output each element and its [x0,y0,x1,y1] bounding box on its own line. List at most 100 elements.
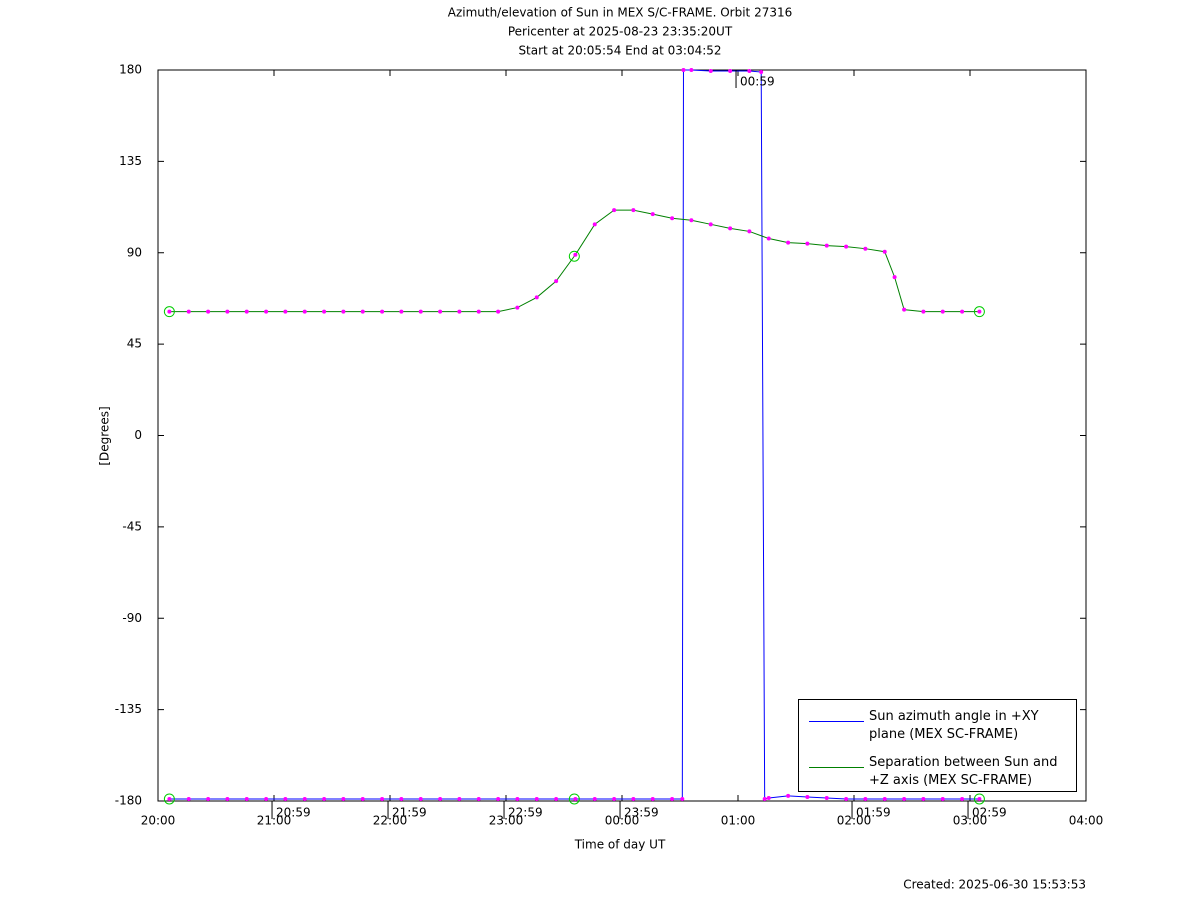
data-point [747,229,752,234]
data-point [681,68,686,72]
data-point [612,796,617,801]
x-tick-label: 00:00 [605,814,640,828]
y-tick-label: 0 [134,428,142,442]
data-point [206,796,211,801]
data-point [902,307,907,312]
data-point [863,246,868,251]
data-point [244,309,249,314]
data-point [921,796,926,801]
x-tick-label: 21:00 [257,814,292,828]
data-point [650,796,655,801]
data-point [534,295,539,300]
data-point [977,309,982,314]
x-tick-label: 02:00 [837,814,872,828]
data-point [805,241,810,246]
data-point [960,309,965,314]
data-point [264,796,269,801]
data-point [680,796,685,801]
data-point [689,68,694,72]
series-line [169,209,980,313]
data-point [960,796,965,801]
data-point [708,222,713,227]
data-point [225,309,230,314]
data-point [283,796,288,801]
data-point [612,208,617,213]
data-point [341,796,346,801]
hour-mark-label: 23:59 [624,806,659,820]
data-point [515,796,520,801]
chart-subtitle: Pericenter at 2025-08-23 23:35:20UT [508,25,733,39]
y-axis-label: [Degrees] [98,406,112,465]
data-point [418,796,423,801]
data-point [892,275,897,280]
data-point [341,309,346,314]
x-axis-label: Time of day UT [574,838,666,852]
hour-mark-label: 01:59 [856,806,891,820]
data-point [457,796,462,801]
data-point [186,309,191,314]
series-line [169,69,980,800]
data-point [728,226,733,231]
data-point [824,243,829,248]
data-point [940,309,945,314]
data-point [534,796,539,801]
data-point [592,222,597,227]
data-point [399,309,404,314]
data-point [418,309,423,314]
chart-title: Azimuth/elevation of Sun in MEX S/C-FRAM… [448,6,793,20]
data-point [244,796,249,801]
data-point [592,796,597,801]
data-point [438,309,443,314]
x-tick-label: 23:00 [489,814,524,828]
data-point [360,309,365,314]
event-marker [568,793,580,805]
data-point [786,240,791,245]
data-point [670,216,675,221]
data-point [515,305,520,310]
data-point [496,796,501,801]
data-point [573,252,578,257]
data-point [689,218,694,223]
data-point [977,796,982,801]
data-point [824,795,829,800]
y-tick-label: -45 [122,519,142,533]
data-point [225,796,230,801]
data-point [438,796,443,801]
data-point [554,796,559,801]
data-point [759,70,764,75]
y-tick-label: 45 [127,337,142,351]
x-tick-label: 03:00 [953,814,988,828]
y-tick-label: 135 [119,154,142,168]
y-tick-label: 180 [119,63,142,77]
data-point [496,309,501,314]
data-point [728,69,733,74]
y-tick-label: -135 [115,702,142,716]
legend-label: Separation between Sun and +Z axis (MEX … [869,755,1058,788]
data-point [805,794,810,799]
data-point [380,796,385,801]
y-tick-label: -180 [115,794,142,808]
data-point [882,249,887,254]
data-point [322,796,327,801]
data-point [167,309,172,314]
hour-mark-label: 21:59 [392,806,427,820]
data-point [882,796,887,801]
data-point [186,796,191,801]
data-point [766,236,771,241]
x-tick-label: 22:00 [373,814,408,828]
data-point [322,309,327,314]
data-point [631,208,636,213]
legend-label: Sun azimuth angle in +XY plane (MEX SC-F… [869,709,1039,742]
data-point [670,796,675,801]
data-point [360,796,365,801]
data-point [762,796,767,801]
hour-mark-label: 02:59 [972,806,1007,820]
event-marker [568,250,580,262]
data-point [399,796,404,801]
data-point [650,212,655,217]
event-marker [163,306,175,318]
data-point [766,795,771,800]
data-point [747,69,752,74]
x-tick-label: 20:00 [141,814,176,828]
